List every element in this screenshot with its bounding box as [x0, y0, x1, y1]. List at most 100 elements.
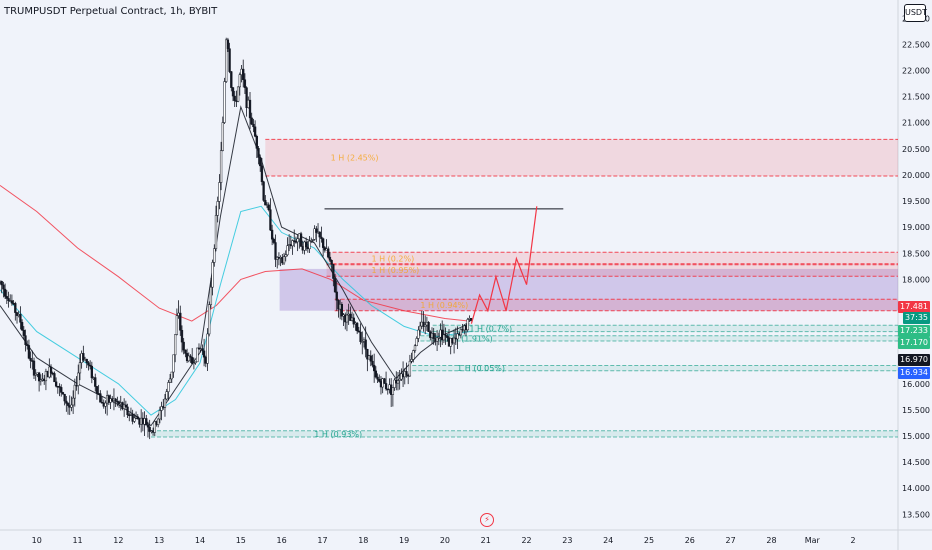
candle-body [321, 238, 325, 248]
y-tick-label: 21.500 [902, 93, 930, 102]
candle-body [196, 347, 199, 363]
candle-body [444, 334, 447, 337]
candle-body [260, 165, 264, 182]
candle-body [174, 334, 177, 356]
candle-body [236, 86, 240, 102]
candle-body [286, 245, 289, 256]
candle-body [160, 406, 163, 411]
y-tick-label: 16.000 [902, 380, 930, 389]
price-label: 16.934 [898, 367, 930, 380]
candle-body [87, 362, 90, 366]
candle-body [65, 400, 68, 404]
candle-body [66, 403, 70, 406]
zone-label: 1 H (2.45%) [331, 154, 379, 163]
zone-label: 1 H (0.2%) [371, 254, 414, 263]
candle-body [378, 379, 381, 382]
x-tick-label: 14 [195, 536, 205, 545]
candle-body [88, 364, 92, 367]
currency-button[interactable]: USDT [904, 4, 927, 22]
moving-average-line [0, 205, 470, 416]
candle-body [383, 378, 386, 384]
candle-body [70, 404, 73, 408]
candle-body [145, 418, 148, 426]
x-tick-label: 25 [644, 536, 654, 545]
y-tick-label: 21.000 [902, 119, 930, 128]
candle-body [274, 242, 277, 260]
candle-body [267, 204, 270, 210]
candle-body [187, 355, 190, 362]
candle-body [296, 238, 299, 243]
candle-body [459, 329, 463, 336]
x-tick-label: 11 [72, 536, 82, 545]
candle-body [124, 404, 128, 408]
candle-body [61, 392, 65, 395]
candle-body [99, 393, 102, 403]
y-tick-label: 19.000 [902, 223, 930, 232]
candle-body [435, 337, 439, 342]
zone-box [334, 299, 898, 311]
x-tick-label: 18 [358, 536, 368, 545]
zone-box [326, 263, 899, 277]
candle-body [410, 359, 413, 362]
candle-body [262, 181, 265, 201]
candle-body [53, 373, 56, 383]
candle-body [345, 314, 349, 323]
candle-body [218, 182, 221, 202]
candle-body [356, 322, 359, 332]
candle-body [14, 303, 17, 313]
candle-body [384, 383, 388, 390]
candle-body [209, 286, 213, 305]
candle-body [332, 264, 335, 279]
timeframe-icon[interactable]: ⚡ [480, 513, 494, 527]
candle-body [182, 341, 185, 351]
x-tick-label: 13 [154, 536, 164, 545]
candle-body [15, 312, 19, 316]
x-tick-label: 21 [481, 536, 491, 545]
candle-body [20, 322, 24, 331]
candle-body [386, 388, 389, 391]
zone-label: 1 H (0.94%) [420, 301, 468, 310]
candle-body [259, 157, 262, 167]
candle-body [170, 371, 173, 380]
x-tick-label: 24 [603, 536, 613, 545]
candle-body [369, 355, 372, 362]
candle-body [73, 384, 76, 399]
x-tick-label: Mar [805, 536, 821, 545]
y-tick-label: 14.500 [902, 458, 930, 467]
x-tick-label: 28 [766, 536, 776, 545]
candle-body [340, 304, 344, 317]
candle-body [168, 378, 172, 383]
y-tick-label: 22.000 [902, 66, 930, 75]
candle-body [163, 398, 167, 408]
candle-body [216, 201, 219, 216]
candle-body [71, 397, 75, 406]
candle-body [359, 331, 362, 342]
candle-body [165, 391, 168, 400]
candle-body [335, 291, 338, 301]
candle-body [157, 418, 160, 425]
candle-body [194, 361, 197, 364]
y-tick-label: 14.000 [902, 484, 930, 493]
candle-body [214, 215, 218, 249]
candle-body [29, 357, 32, 361]
x-tick-label: 26 [685, 536, 695, 545]
candle-body [253, 126, 257, 137]
candle-body [328, 256, 332, 261]
candle-body [3, 288, 7, 297]
candle-body [233, 95, 236, 101]
candle-body [0, 281, 3, 286]
candle-body [2, 284, 5, 290]
candle-body [304, 241, 308, 248]
y-tick-label: 19.500 [902, 197, 930, 206]
candle-body [225, 39, 228, 82]
candle-body [320, 236, 323, 239]
price-label: 17.481 [898, 300, 930, 313]
candle-body [270, 229, 274, 240]
candle-body [282, 256, 286, 264]
candle-body [95, 386, 99, 394]
candle-body [349, 313, 352, 321]
zone-box [265, 139, 898, 176]
candle-body [250, 117, 253, 125]
